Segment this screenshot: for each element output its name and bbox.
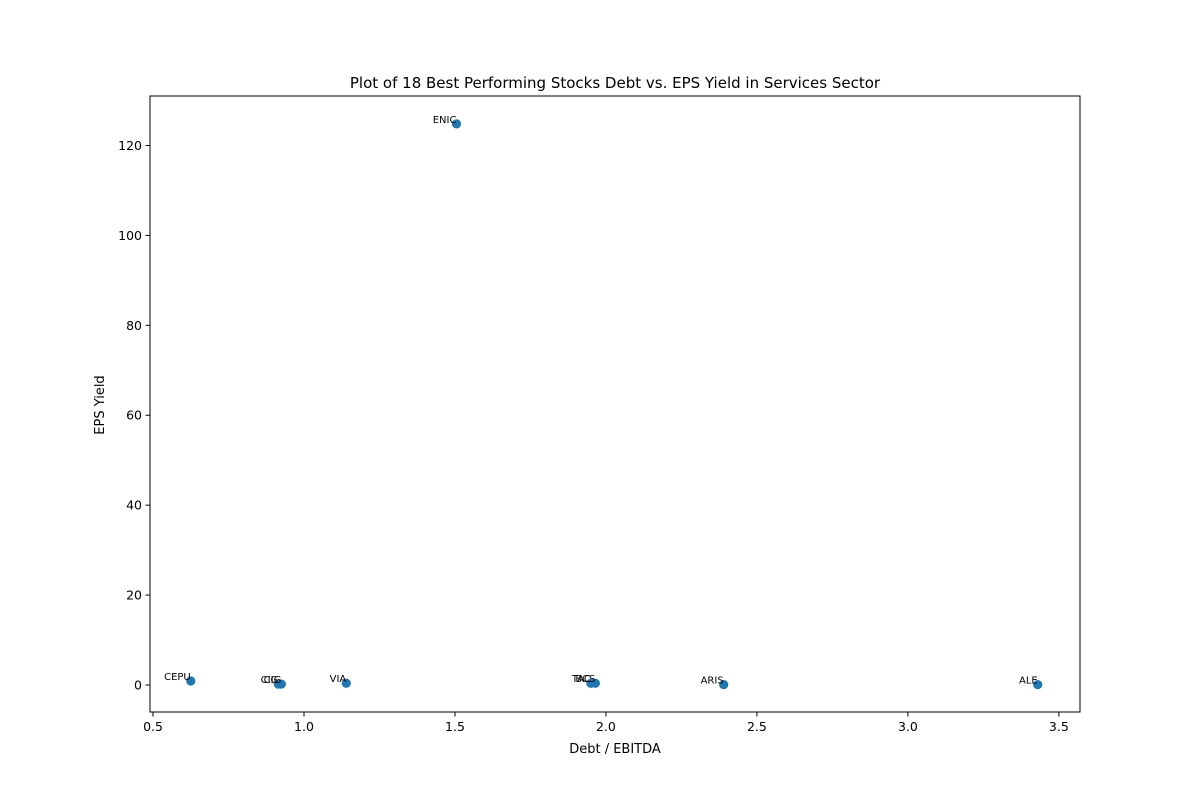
y-tick-label: 120: [118, 138, 142, 153]
y-tick-label: 40: [126, 498, 142, 513]
x-axis-label: Debt / EBITDA: [569, 742, 661, 757]
point-label: BCS: [575, 674, 595, 685]
plot-area-frame: [149, 95, 1081, 713]
y-tick-label: 0: [134, 678, 142, 693]
scatter-point: [590, 678, 600, 688]
x-axis-ticks: 0.5 1.0 1.5 2.0 2.5 3.0 3.5: [143, 712, 1069, 734]
scatter-point: [451, 119, 462, 129]
y-axis-label: EPS Yield: [93, 375, 108, 434]
x-tick-label: 3.5: [1049, 719, 1069, 734]
y-axis-ticks: 0 20 40 60 80 100 120: [118, 138, 150, 693]
point-label: VIA: [330, 674, 347, 685]
x-tick-label: 1.0: [294, 719, 314, 734]
x-tick-label: 0.5: [143, 719, 163, 734]
point-label: CIG: [261, 675, 279, 686]
y-tick-label: 60: [126, 408, 142, 423]
point-label: CEPU: [164, 672, 191, 683]
y-tick-label: 80: [126, 318, 142, 333]
scatter-point: [276, 679, 286, 689]
point-label: ARIS: [701, 676, 724, 687]
point-label: TAC: [571, 674, 591, 685]
scatter-point: [1033, 679, 1043, 690]
scatter-point: [719, 679, 729, 690]
y-tick-label: 20: [126, 588, 142, 603]
scatter-point: [186, 676, 196, 686]
point-label: ENIC: [433, 115, 457, 126]
x-tick-label: 2.5: [747, 719, 767, 734]
point-label: CIG: [264, 675, 282, 686]
data-points: [186, 119, 1043, 690]
x-tick-label: 1.5: [445, 719, 465, 734]
chart-title: Plot of 18 Best Performing Stocks Debt v…: [350, 74, 881, 92]
point-label: ALE: [1019, 676, 1038, 687]
y-tick-label: 100: [118, 228, 142, 243]
x-tick-label: 3.0: [898, 719, 918, 734]
scatter-point: [341, 678, 351, 688]
x-tick-label: 2.0: [596, 719, 616, 734]
